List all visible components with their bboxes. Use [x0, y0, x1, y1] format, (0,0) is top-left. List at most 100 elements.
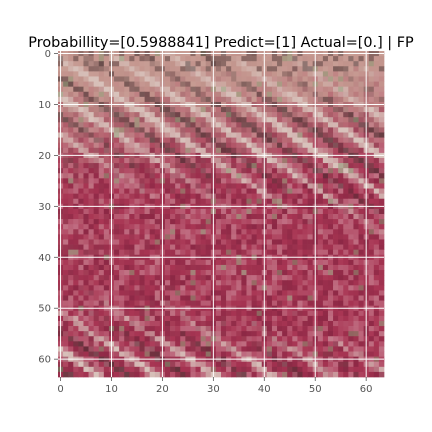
image-pixel [144, 96, 151, 103]
image-pixel [343, 351, 349, 357]
image-pixel [241, 366, 247, 373]
image-pixel [358, 371, 364, 378]
image-pixel [88, 280, 94, 286]
image-pixel [271, 275, 278, 281]
image-pixel [200, 81, 207, 87]
image-pixel [322, 168, 329, 174]
image-pixel [343, 270, 349, 276]
image-pixel [297, 198, 303, 205]
image-pixel [200, 259, 207, 266]
image-pixel [78, 244, 84, 250]
image-pixel [338, 173, 344, 179]
image-pixel [231, 336, 237, 342]
image-pixel [307, 163, 314, 169]
image-pixel [287, 142, 293, 149]
image-pixel [98, 249, 105, 256]
image-pixel [297, 249, 303, 256]
image-pixel [231, 132, 237, 138]
image-pixel [164, 71, 171, 77]
image-pixel [368, 270, 375, 276]
image-pixel [358, 361, 364, 368]
image-pixel [221, 142, 227, 149]
image-pixel [88, 346, 94, 352]
image-pixel [297, 127, 303, 133]
image-pixel [63, 275, 69, 281]
image-pixel [373, 361, 380, 368]
image-pixel [170, 71, 176, 77]
image-pixel [129, 137, 135, 144]
image-pixel [93, 112, 100, 118]
image-pixel [236, 244, 242, 250]
image-pixel [88, 91, 94, 98]
image-pixel [164, 188, 171, 194]
image-pixel [378, 122, 385, 128]
image-pixel [368, 66, 375, 72]
image-pixel [114, 264, 120, 271]
image-pixel [378, 208, 385, 215]
image-pixel [144, 122, 151, 128]
image-pixel [378, 147, 385, 154]
image-pixel [144, 157, 151, 164]
image-pixel [134, 132, 140, 138]
image-pixel [266, 219, 273, 225]
image-pixel [205, 326, 212, 332]
image-pixel [185, 81, 191, 87]
image-pixel [124, 244, 130, 250]
image-pixel [348, 127, 354, 133]
image-pixel [241, 86, 247, 93]
image-pixel [205, 259, 212, 266]
image-pixel [68, 275, 74, 281]
image-pixel [78, 173, 84, 179]
image-pixel [164, 81, 171, 87]
image-pixel [373, 366, 380, 373]
image-pixel [144, 224, 151, 230]
image-pixel [266, 168, 273, 174]
image-pixel [134, 259, 140, 266]
image-pixel [154, 351, 161, 357]
image-pixel [322, 270, 329, 276]
image-pixel [185, 86, 191, 93]
image-pixel [333, 315, 339, 322]
image-pixel [83, 173, 89, 179]
image-pixel [277, 315, 283, 322]
image-pixel [185, 341, 191, 347]
image-pixel [68, 244, 74, 250]
image-pixel [226, 346, 232, 352]
image-pixel [358, 219, 364, 225]
image-pixel [292, 336, 298, 342]
image-pixel [282, 96, 288, 103]
image-pixel [190, 61, 196, 67]
image-pixel [190, 56, 196, 62]
image-pixel [215, 76, 222, 82]
image-pixel [139, 178, 145, 184]
image-pixel [236, 326, 242, 332]
image-pixel [236, 112, 242, 118]
image-pixel [93, 259, 100, 266]
image-pixel [353, 107, 359, 113]
image-pixel [129, 81, 135, 87]
image-pixel [78, 371, 84, 378]
image-pixel [343, 157, 349, 164]
image-pixel [368, 371, 375, 378]
image-pixel [68, 320, 74, 327]
image-pixel [353, 315, 359, 322]
image-pixel [251, 346, 257, 352]
image-pixel [175, 214, 181, 220]
image-pixel [343, 198, 349, 205]
image-pixel [88, 361, 94, 368]
image-pixel [226, 76, 232, 82]
image-pixel [205, 234, 212, 240]
image-pixel [251, 270, 257, 276]
image-pixel [195, 270, 201, 276]
image-pixel [282, 168, 288, 174]
image-pixel [353, 229, 359, 235]
image-pixel [368, 310, 375, 317]
image-pixel [317, 310, 324, 317]
image-pixel [149, 61, 156, 67]
image-pixel [231, 351, 237, 357]
image-pixel [144, 310, 151, 317]
image-pixel [144, 315, 151, 322]
image-pixel [292, 168, 298, 174]
image-pixel [124, 280, 130, 286]
image-pixel [226, 224, 232, 230]
